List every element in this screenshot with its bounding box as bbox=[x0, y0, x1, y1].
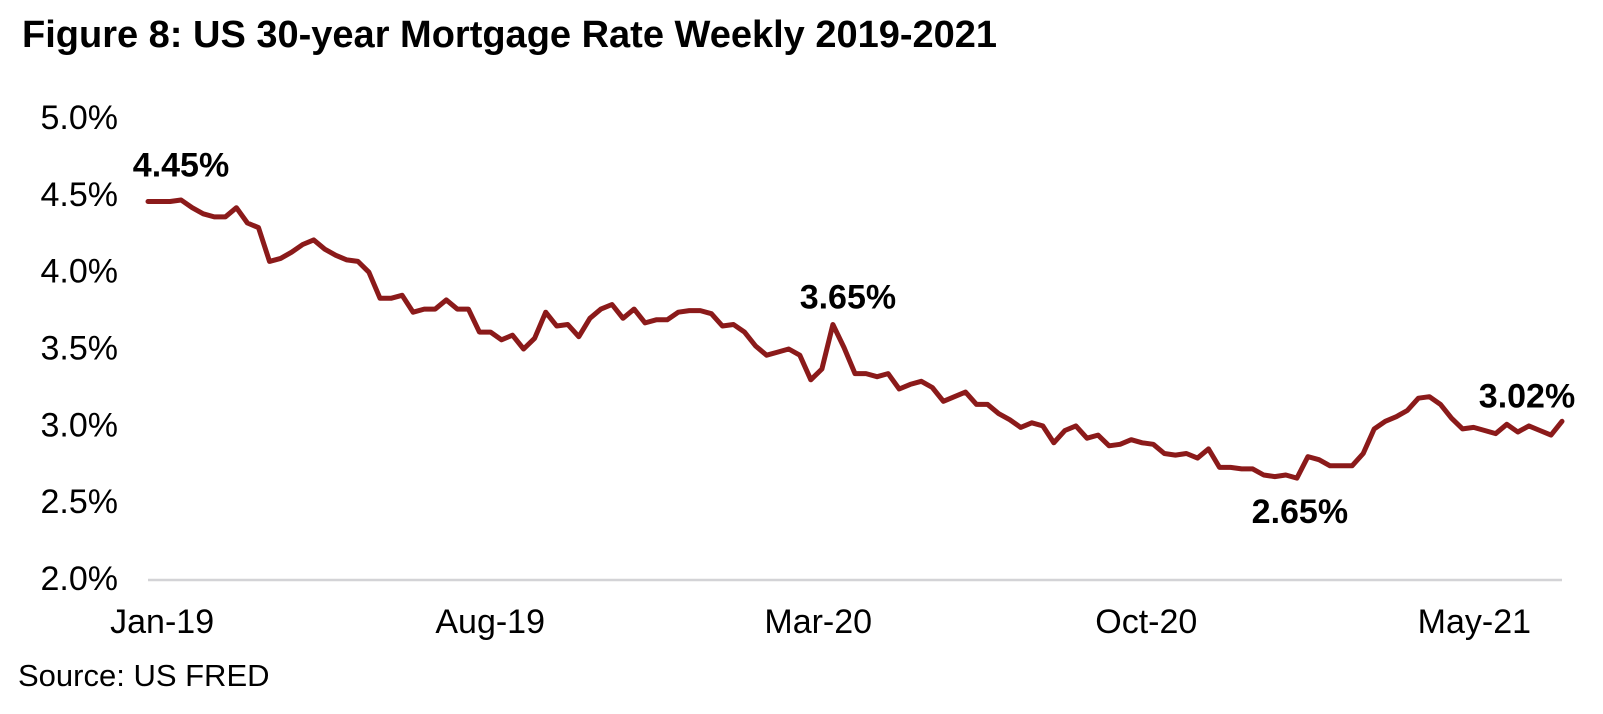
label-covid-spike: 3.65% bbox=[800, 278, 896, 316]
y-axis-tick-label: 2.0% bbox=[41, 560, 119, 598]
label-latest: 3.02% bbox=[1479, 377, 1575, 415]
x-axis-tick-label: Oct-20 bbox=[1095, 603, 1197, 641]
source-note: Source: US FRED bbox=[18, 658, 270, 693]
y-axis-tick-label: 4.0% bbox=[41, 253, 119, 291]
y-axis-tick-label: 5.0% bbox=[41, 99, 119, 137]
y-axis-tick-label: 3.5% bbox=[41, 330, 119, 368]
y-axis-tick-label: 3.0% bbox=[41, 406, 119, 444]
rate-line-series bbox=[145, 197, 1565, 481]
label-start: 4.45% bbox=[133, 147, 229, 185]
y-axis-tick-label: 4.5% bbox=[41, 176, 119, 214]
figure-title: Figure 8: US 30-year Mortgage Rate Weekl… bbox=[22, 14, 998, 56]
label-low: 2.65% bbox=[1252, 493, 1348, 531]
x-axis-tick-label: Aug-19 bbox=[435, 603, 545, 641]
x-axis-tick-label: Mar-20 bbox=[764, 603, 872, 641]
y-axis-tick-label: 2.5% bbox=[41, 483, 119, 521]
x-axis-tick-label: May-21 bbox=[1418, 603, 1531, 641]
x-axis-tick-label: Jan-19 bbox=[110, 603, 214, 641]
